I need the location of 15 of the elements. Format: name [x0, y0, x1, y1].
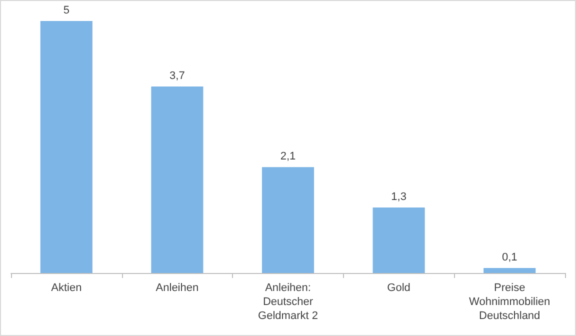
x-tick-label: Aktien	[51, 282, 82, 294]
x-tick-label: Anleihen: Deutscher Geldmarkt 2	[258, 282, 318, 322]
bar	[262, 167, 314, 273]
x-tick-label: Anleihen	[156, 282, 199, 294]
data-label: 3,7	[170, 70, 185, 82]
bar	[372, 207, 425, 273]
bar	[40, 21, 92, 273]
bar	[484, 268, 536, 273]
x-tick-label: Preise Wohnimmobilien Deutschland	[469, 282, 550, 322]
bar	[151, 86, 204, 273]
data-label: 2,1	[280, 150, 296, 163]
x-tick-label: Gold	[387, 282, 410, 294]
data-label: 1,3	[391, 190, 406, 203]
data-label: 5	[63, 4, 70, 16]
data-label: 0,1	[502, 251, 518, 264]
